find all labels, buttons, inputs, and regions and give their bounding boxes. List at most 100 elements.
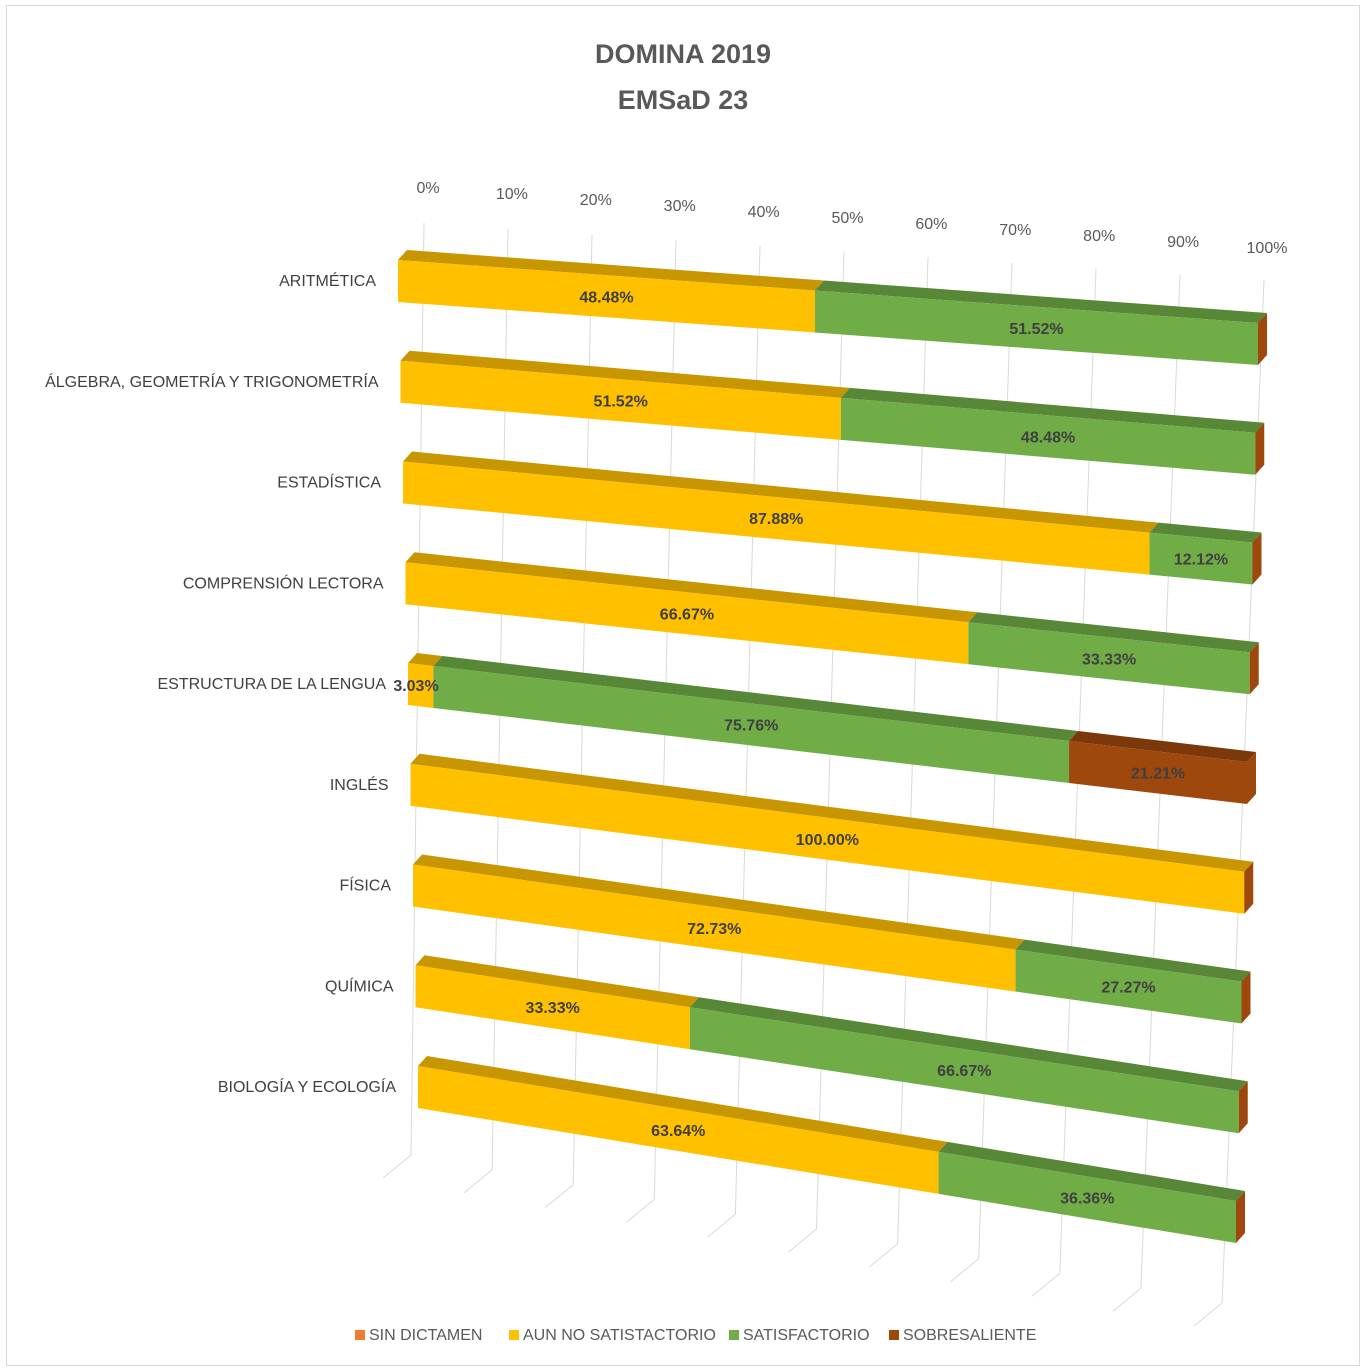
category-label: QUÍMICA [325, 976, 394, 995]
legend: SIN DICTAMEN AUN NO SATISTACTORIO SATISFAC… [355, 1327, 1036, 1344]
legend-item: AUN NO SATISTACTORIO [509, 1327, 716, 1344]
bar-segment [398, 250, 824, 333]
bar-end-face [1241, 971, 1251, 1024]
data-label: 51.52% [594, 393, 648, 410]
bar-segment [410, 753, 1254, 914]
bar-top-face [1149, 522, 1262, 543]
bar-segment [400, 350, 850, 440]
bar-segment [1015, 939, 1251, 1024]
bar-segment [415, 955, 699, 1050]
gridline-floor [382, 1154, 412, 1179]
bar-segment [938, 1141, 1245, 1243]
category-label: ESTADÍSTICA [277, 473, 381, 492]
bar-top-face [689, 997, 1248, 1092]
bar-end-face [1255, 422, 1265, 475]
data-label: 33.33% [1082, 651, 1136, 668]
category-label: ÁLGEBRA, GEOMETRÍA Y TRIGONOMETRÍA [45, 372, 379, 391]
gridline-floor [869, 1243, 898, 1268]
x-axis-ticks: 0% 10% 20% 30% 40% 50% 60% 70% 80% 90% 100% [416, 180, 1287, 257]
data-label: 12.12% [1174, 552, 1228, 569]
x-tick-label: 0% [416, 180, 439, 197]
bar-top-face [408, 653, 443, 666]
gridline-floor [463, 1169, 493, 1194]
bar-top-face [405, 552, 978, 623]
bar-top-face [968, 612, 1259, 653]
bar-top-face [1015, 939, 1251, 982]
legend-item: SATISFACTORIO [729, 1327, 870, 1344]
bar-end-face [1258, 313, 1267, 365]
bar-segment [433, 655, 1079, 784]
bar-front-face [418, 1066, 939, 1194]
category-label: ARITMÉTICA [279, 271, 376, 290]
bar-top-face [433, 655, 1079, 742]
data-label: 48.48% [1021, 429, 1075, 446]
data-label: 63.64% [651, 1123, 705, 1140]
data-label: 33.33% [526, 1000, 580, 1017]
data-label: 51.52% [1009, 321, 1063, 338]
data-label: 21.21% [1131, 766, 1185, 783]
x-tick-label: 70% [999, 222, 1031, 239]
bar-end-face [1249, 642, 1259, 695]
x-tick-label: 30% [664, 198, 696, 215]
bar-segment [814, 280, 1267, 365]
bars [398, 250, 1267, 1243]
category-label: ESTRUCTURA DE LA LENGUA [158, 676, 387, 693]
chart-subtitle: EMSaD 23 [618, 85, 749, 115]
x-tick-label: 10% [496, 186, 528, 203]
category-label: INGLÉS [330, 775, 389, 794]
legend-label: SOBRESALIENTE [903, 1327, 1036, 1344]
legend-item: SOBRESALIENTE [889, 1327, 1036, 1344]
x-tick-label: 100% [1247, 240, 1288, 257]
bar-front-face [400, 360, 841, 440]
bar-top-face [410, 753, 1254, 872]
bar-segment [408, 653, 443, 708]
bar-top-face [403, 451, 1159, 533]
x-tick-label: 60% [915, 216, 947, 233]
bar-front-face [398, 260, 815, 333]
category-labels: ARITMÉTICA ÁLGEBRA, GEOMETRÍA Y TRIGONOME… [45, 271, 396, 1096]
bar-top-face [415, 955, 699, 1008]
bar-front-face [403, 461, 1150, 575]
gridline-floor [788, 1228, 817, 1253]
legend-swatch [729, 1330, 739, 1340]
x-tick-label: 90% [1167, 234, 1199, 251]
category-label: COMPRENSIÓN LECTORA [183, 573, 384, 592]
bar-segment [1149, 522, 1262, 585]
x-tick-label: 40% [748, 204, 780, 221]
bar-top-face [413, 854, 1025, 950]
bar-front-face [408, 663, 434, 708]
legend-swatch [509, 1330, 519, 1340]
data-label: 66.67% [937, 1063, 991, 1080]
category-label: BIOLOGÍA Y ECOLOGÍA [218, 1077, 396, 1096]
legend-swatch [889, 1330, 899, 1340]
bar-top-face [400, 350, 850, 398]
legend-label: SIN DICTAMEN [369, 1327, 482, 1344]
x-tick-label: 50% [831, 210, 863, 227]
bar-top-face [938, 1141, 1245, 1201]
bar-end-face [1236, 1191, 1245, 1243]
x-tick-label: 20% [580, 192, 612, 209]
data-label: 3.03% [393, 678, 438, 695]
bar-top-face [418, 1056, 948, 1152]
bar-segment [418, 1056, 948, 1194]
bar-front-face [968, 622, 1250, 695]
data-label: 87.88% [749, 511, 803, 528]
bar-segment [968, 612, 1259, 695]
legend-swatch [355, 1330, 365, 1340]
bar-end-face [1238, 1081, 1248, 1134]
gridline-floor [544, 1184, 574, 1208]
bar-front-face [1149, 532, 1253, 585]
bar-front-face [415, 965, 690, 1050]
bar-segment [403, 451, 1159, 575]
bar-front-face [1015, 949, 1242, 1024]
bar-front-face [433, 665, 1070, 784]
bar-top-face [840, 387, 1265, 433]
bar-segment [413, 854, 1025, 992]
legend-label: SATISFACTORIO [743, 1327, 870, 1344]
gridline-floor [625, 1199, 655, 1223]
data-label: 100.00% [796, 832, 859, 849]
bar-end-face [1244, 861, 1254, 914]
bar-front-face [413, 864, 1016, 992]
bar-front-face [410, 763, 1245, 914]
